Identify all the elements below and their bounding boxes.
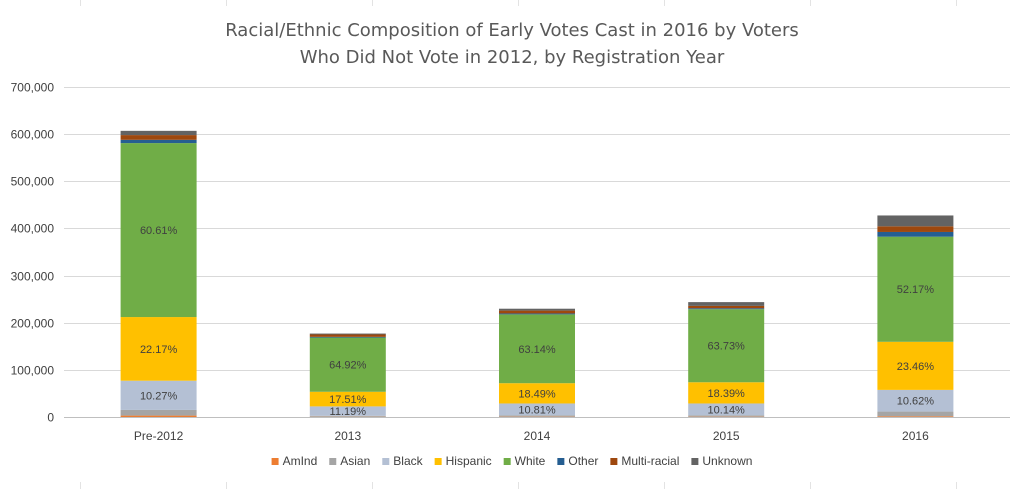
bar-segment-other — [499, 313, 575, 315]
bar-segment-multi-racial — [688, 305, 765, 309]
x-axis-ticks: Pre-2012 2013 2014 2015 2016 — [134, 429, 929, 443]
bar-segment-amind — [877, 416, 954, 417]
bars — [120, 130, 954, 417]
legend-item-amind: AmInd — [271, 454, 318, 468]
legend-swatch — [434, 458, 442, 465]
legend-label: Asian — [340, 454, 370, 468]
data-label: 18.49% — [518, 388, 556, 400]
x-tick-label: 2015 — [713, 429, 740, 443]
data-label: 10.62% — [897, 396, 935, 408]
y-axis-ticks: 0 100,000 200,000 300,000 400,000 500,000 600,… — [11, 81, 55, 425]
chart-title-line-1: Racial/Ethnic Composition of Early Votes… — [225, 20, 799, 41]
bar-segment-white — [309, 337, 386, 392]
y-tick-label: 500,000 — [11, 175, 55, 189]
bar-segment-multi-racial — [120, 135, 197, 140]
bar-segment-unknown — [877, 215, 954, 227]
legend-swatch — [503, 458, 511, 465]
bar-segment-unknown — [688, 302, 765, 306]
bar-segment-other — [120, 139, 197, 144]
x-tick-label: 2016 — [902, 429, 929, 443]
bar-segment-hispanic — [120, 317, 197, 381]
bar-segment-white — [120, 143, 197, 318]
legend-swatch — [691, 458, 699, 465]
legend-label: AmInd — [283, 454, 318, 468]
legend-item-white: White — [503, 454, 546, 468]
bar-segment-asian — [309, 415, 386, 417]
y-tick-label: 400,000 — [11, 222, 55, 236]
legend-label: Other — [568, 454, 598, 468]
bar-segment-hispanic — [877, 341, 954, 390]
bar-segment-asian — [877, 411, 954, 417]
y-tick-label: 700,000 — [11, 81, 55, 95]
bar-segment-black — [499, 403, 575, 416]
legend-label: Hispanic — [446, 454, 492, 468]
data-label: 63.14% — [518, 344, 556, 356]
legend-item-other: Other — [557, 454, 598, 468]
legend-item-multi-racial: Multi-racial — [610, 454, 679, 468]
data-label: 22.17% — [140, 344, 178, 356]
legend-item-unknown: Unknown — [691, 454, 752, 468]
data-label: 64.92% — [329, 360, 367, 372]
data-label: 63.73% — [708, 341, 746, 353]
bar-segment-asian — [688, 415, 765, 417]
data-label: 52.17% — [897, 284, 935, 296]
bar-segment-multi-racial — [877, 226, 954, 232]
legend-item-asian: Asian — [329, 454, 370, 468]
bar-segment-unknown — [499, 308, 575, 311]
bar-segment-multi-racial — [309, 334, 386, 337]
bar-segment-unknown — [309, 333, 386, 335]
x-tick-label: 2013 — [334, 429, 361, 443]
y-tick-label: 200,000 — [11, 317, 55, 331]
bar-segment-asian — [499, 415, 575, 417]
y-tick-label: 0 — [47, 411, 54, 425]
legend: AmInd Asian Black Hispanic White Other Multi-r… — [271, 454, 752, 468]
legend-item-black: Black — [382, 454, 424, 468]
bar-segment-asian — [120, 409, 197, 416]
chart-title: Racial/Ethnic Composition of Early Votes… — [225, 20, 799, 68]
bar-segment-hispanic — [309, 391, 386, 407]
bar-segment-black — [688, 403, 765, 416]
legend-label: Unknown — [702, 454, 752, 468]
bar-segment-black — [309, 406, 386, 416]
legend-swatch — [329, 458, 337, 465]
data-label: 10.81% — [518, 404, 556, 416]
bar-segment-white — [499, 314, 575, 384]
data-label: 18.39% — [708, 388, 746, 400]
data-label: 10.14% — [708, 404, 746, 416]
bar-segment-other — [688, 308, 765, 310]
data-label: 11.19% — [330, 406, 367, 418]
bar-segment-black — [877, 389, 954, 412]
x-tick-label: 2014 — [524, 429, 551, 443]
y-tick-label: 300,000 — [11, 270, 55, 284]
bar-segment-white — [877, 236, 954, 342]
data-label: 60.61% — [140, 225, 178, 237]
legend-swatch — [610, 458, 618, 465]
bar-segment-hispanic — [688, 382, 765, 404]
y-tick-label: 600,000 — [11, 128, 55, 142]
data-labels: 10.27% 22.17% 60.61% 11.19%17.51% 64.92% 10.8… — [140, 225, 934, 418]
legend-swatch — [382, 458, 390, 465]
chart-title-line-2: Who Did Not Vote in 2012, by Registratio… — [300, 47, 725, 68]
data-label: 23.46% — [897, 361, 935, 373]
bar-segment-other — [877, 231, 954, 237]
data-label: 10.27% — [140, 390, 178, 402]
bar-segment-black — [120, 380, 197, 410]
bar-segment-white — [688, 309, 765, 383]
legend-swatch — [271, 458, 279, 465]
legend-label: White — [515, 454, 546, 468]
bar-segment-hispanic — [499, 383, 575, 404]
bar-segment-unknown — [120, 130, 197, 136]
legend-label: Black — [393, 454, 423, 468]
y-tick-label: 100,000 — [11, 364, 55, 378]
legend-label: Multi-racial — [621, 454, 679, 468]
x-tick-label: Pre-2012 — [134, 429, 184, 443]
bar-segment-amind — [120, 415, 197, 417]
bar-segment-multi-racial — [499, 310, 575, 314]
data-label: 17.51% — [329, 394, 367, 406]
bar-segment-other — [309, 336, 386, 338]
legend-swatch — [557, 458, 565, 465]
legend-item-hispanic: Hispanic — [434, 454, 492, 468]
